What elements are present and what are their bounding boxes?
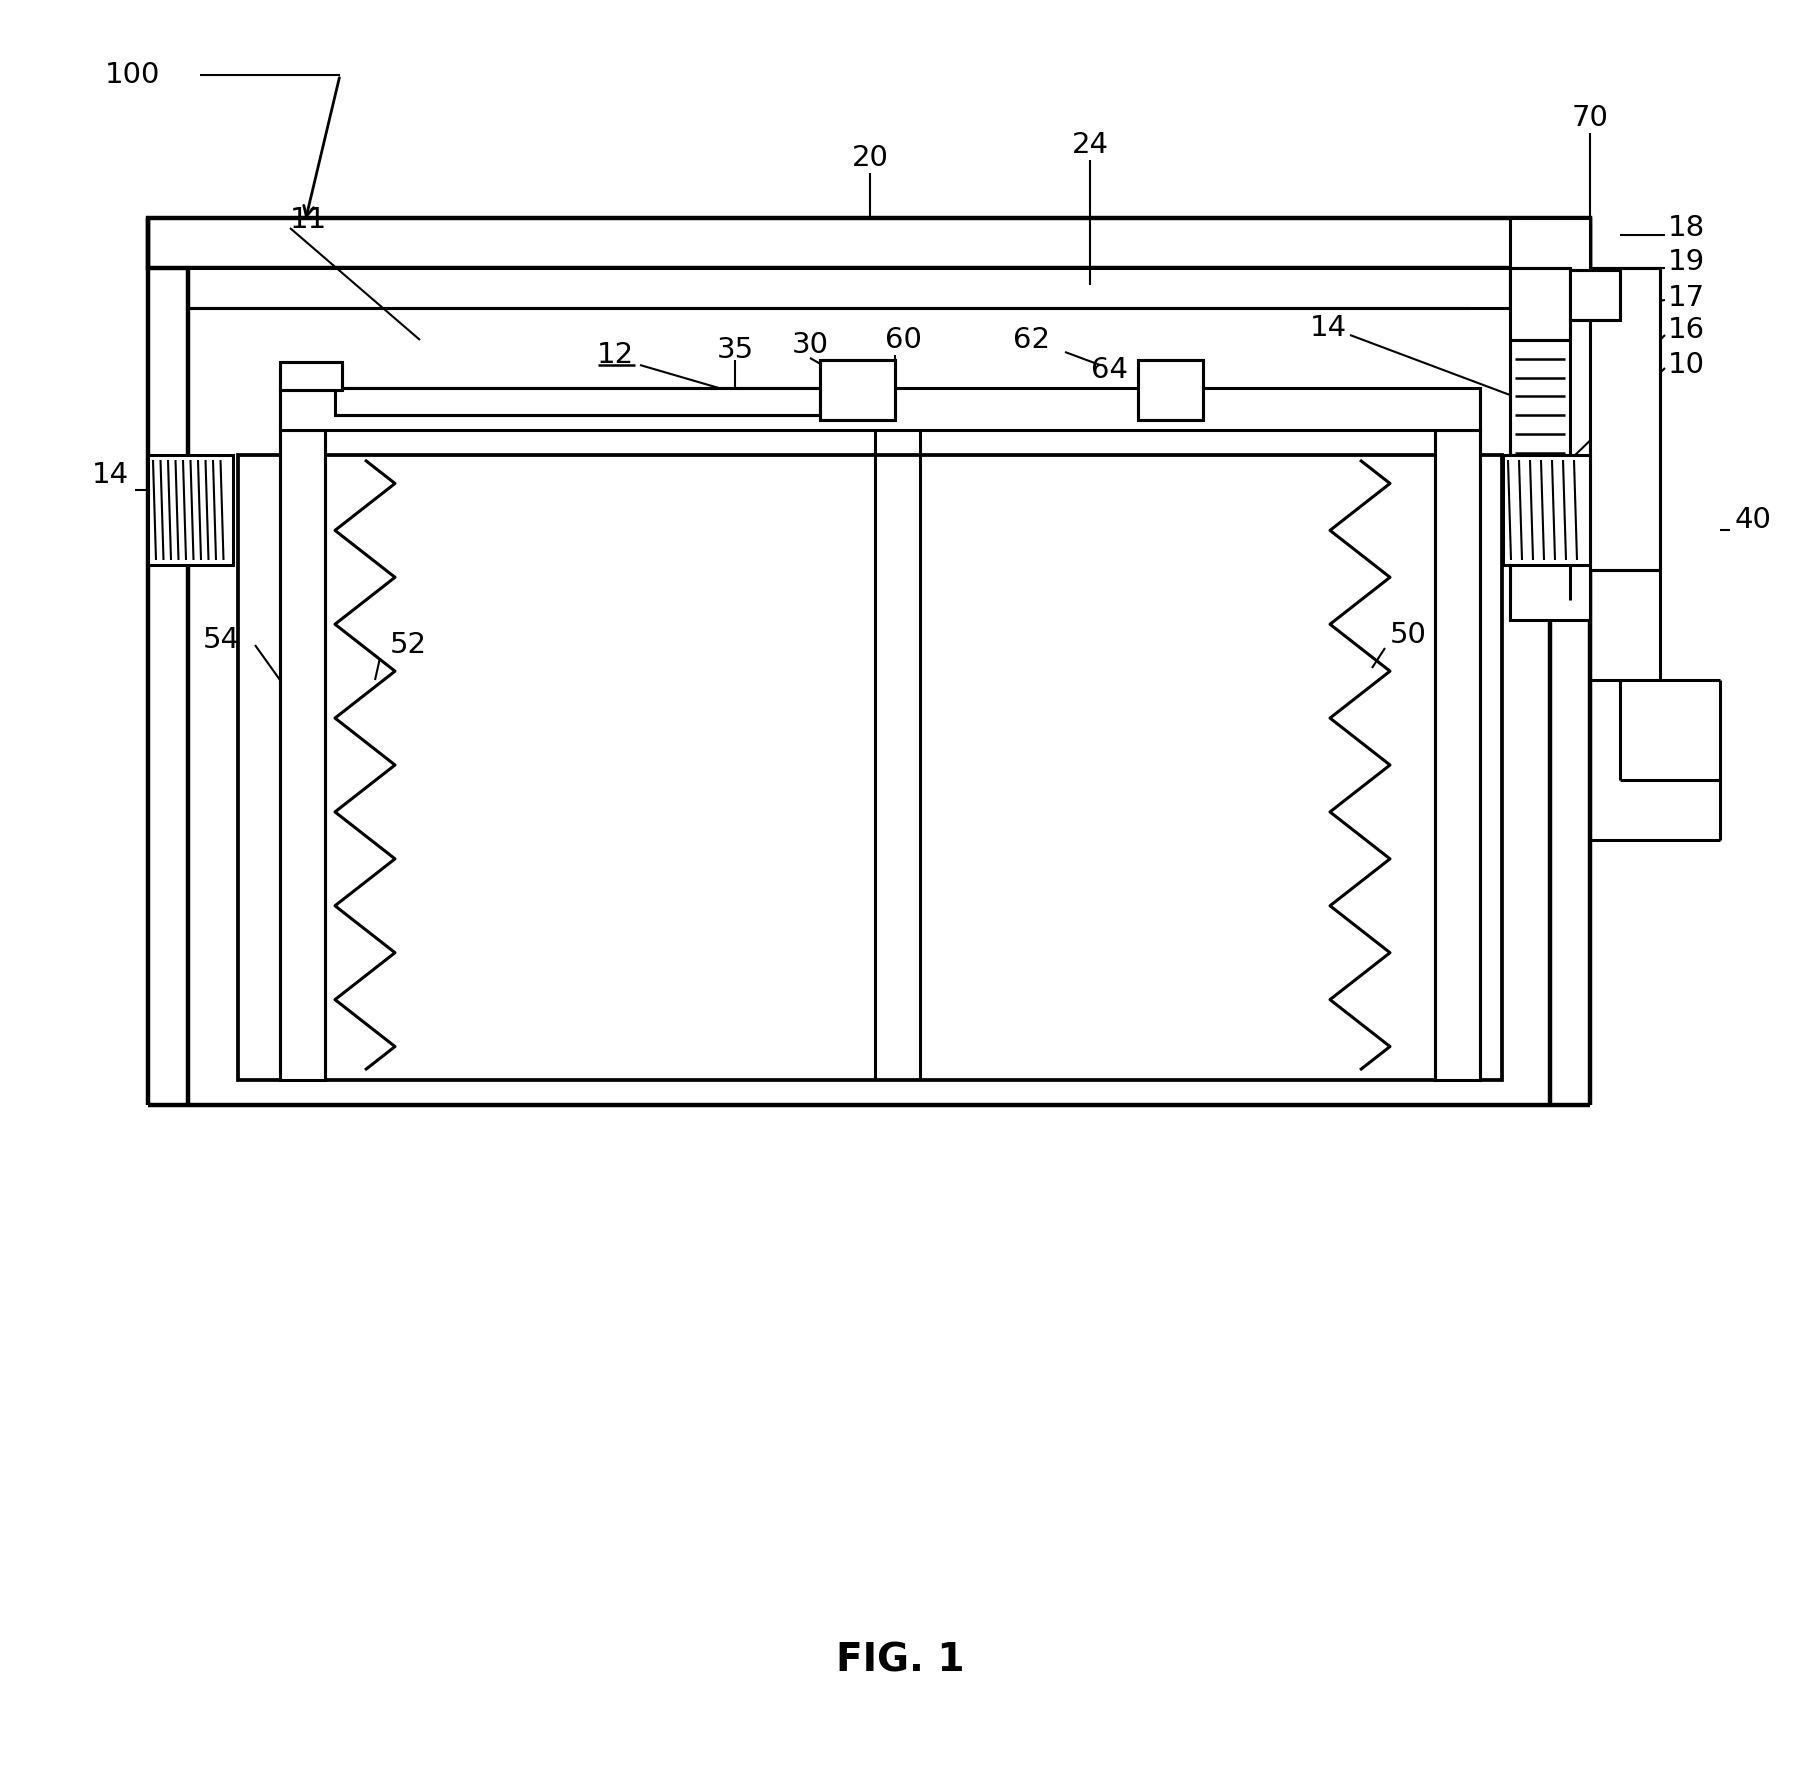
- Bar: [1590, 269, 1661, 569]
- Text: 64: 64: [1091, 355, 1127, 384]
- Text: 30: 30: [791, 331, 828, 359]
- Text: 52: 52: [391, 631, 427, 659]
- Bar: [1504, 454, 1590, 566]
- Text: 16: 16: [1668, 316, 1706, 345]
- Text: 12: 12: [596, 341, 634, 370]
- Text: 19: 19: [1668, 248, 1706, 276]
- Text: 35: 35: [717, 336, 753, 364]
- Bar: [1570, 271, 1621, 320]
- Bar: [1509, 269, 1570, 339]
- Text: 62: 62: [1012, 325, 1050, 354]
- Text: 50: 50: [1390, 621, 1426, 649]
- Bar: [335, 387, 819, 415]
- Bar: [279, 387, 1480, 430]
- Bar: [279, 430, 324, 1080]
- Text: 10: 10: [1668, 352, 1706, 378]
- Bar: [238, 454, 1502, 1080]
- Text: 100: 100: [104, 62, 160, 88]
- Bar: [1509, 217, 1590, 621]
- Bar: [819, 361, 895, 421]
- Bar: [1138, 361, 1203, 421]
- Text: 17: 17: [1668, 285, 1706, 311]
- Bar: [1435, 430, 1480, 1080]
- Text: 14: 14: [1309, 315, 1347, 341]
- Text: 70: 70: [1572, 104, 1608, 133]
- Text: 11: 11: [290, 207, 328, 233]
- Bar: [148, 454, 232, 566]
- Text: FIG. 1: FIG. 1: [836, 1641, 965, 1680]
- Bar: [148, 217, 1590, 269]
- Bar: [187, 269, 1509, 308]
- Text: 24: 24: [1072, 131, 1108, 159]
- Text: 14: 14: [92, 461, 130, 490]
- Text: 20: 20: [852, 143, 888, 171]
- Text: 60: 60: [884, 325, 922, 354]
- Text: 54: 54: [204, 626, 240, 654]
- Bar: [279, 362, 342, 391]
- Text: 18: 18: [1668, 214, 1706, 242]
- Text: 40: 40: [1734, 506, 1772, 534]
